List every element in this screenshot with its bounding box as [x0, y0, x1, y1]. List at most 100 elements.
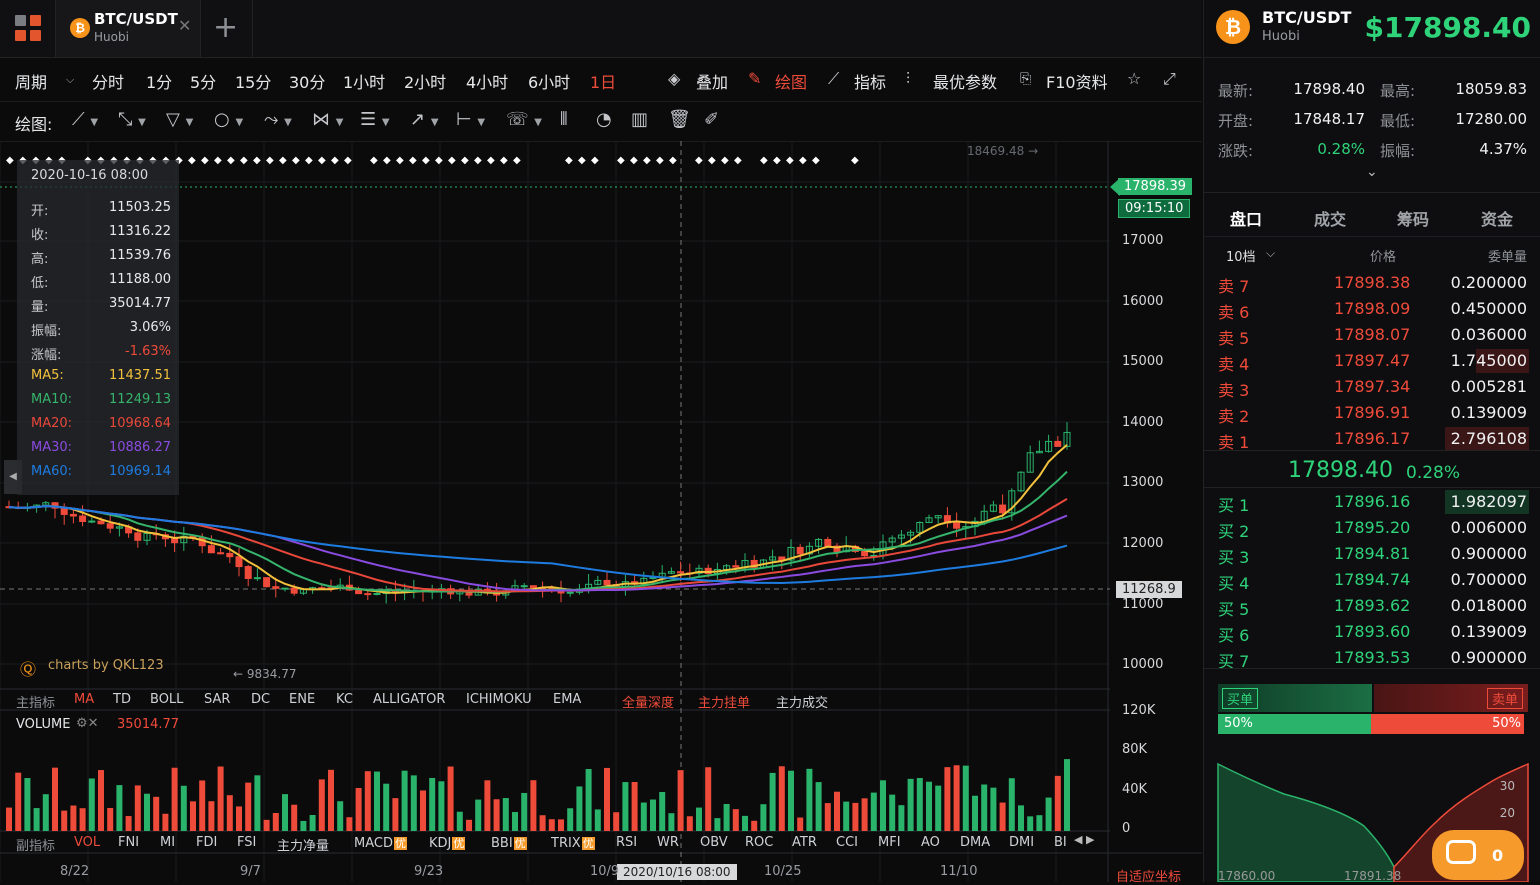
main-indicator-ema[interactable]: EMA — [553, 692, 582, 707]
chevron-down-icon[interactable]: ⌵ — [66, 73, 75, 86]
autoscale-button[interactable]: 自适应坐标 — [1116, 870, 1182, 885]
comment-tool-icon[interactable]: ☏ ▼ — [506, 109, 542, 130]
ask-row[interactable]: 卖 2 17896.91 0.139009 — [1204, 400, 1540, 426]
chevron-down-icon[interactable]: ⌵ — [1266, 246, 1276, 260]
panel-tab[interactable]: 资金 — [1481, 210, 1514, 229]
expand-chevron-icon[interactable]: ⌄ — [1366, 164, 1378, 180]
layout-grid-icon[interactable] — [15, 15, 41, 41]
histogram-tool-icon[interactable]: ▥ — [631, 109, 649, 130]
f10-button[interactable]: F10资料 — [1046, 73, 1108, 92]
main-indicator-ene[interactable]: ENE — [289, 692, 316, 707]
bars-tool-icon[interactable]: ⫴ — [560, 109, 568, 130]
bid-row[interactable]: 买 7 17893.53 0.900000 — [1204, 645, 1540, 671]
bid-row[interactable]: 买 5 17893.62 0.018000 — [1204, 593, 1540, 619]
ask-row[interactable]: 卖 6 17898.09 0.450000 — [1204, 296, 1540, 322]
sub-indicator-item[interactable]: FNI — [118, 835, 139, 850]
sub-indicator-item[interactable]: MACD 优 — [354, 835, 407, 851]
period-item-active[interactable]: 1日 — [590, 73, 617, 92]
period-item[interactable]: 15分 — [235, 73, 272, 92]
document-icon[interactable]: ⎘ — [1020, 71, 1032, 87]
sub-indicator-item[interactable]: DMI — [1009, 835, 1034, 850]
ray-tool-icon[interactable]: ⤡ ▼ — [118, 109, 146, 130]
sliders-icon[interactable]: ⫶ — [906, 69, 911, 88]
ask-row[interactable]: 卖 4 17897.47 1.745000 — [1204, 348, 1540, 374]
sub-indicator-item[interactable]: FDI — [196, 835, 217, 850]
bid-row[interactable]: 买 1 17896.16 1.982097 — [1204, 489, 1540, 515]
overlay-button[interactable]: 叠加 — [696, 73, 729, 92]
layers-icon[interactable]: ◈ — [668, 69, 681, 88]
bid-row[interactable]: 买 3 17894.81 0.900000 — [1204, 541, 1540, 567]
close-tab-icon[interactable]: ✕ — [178, 16, 192, 35]
tab-btc-usdt[interactable]: ₿ BTC/USDT Huobi ✕ — [55, 0, 201, 57]
candlestick-chart[interactable]: ◆ ◆ ◆ ◆ ◆ ◆ ◆ ◆ ◆ ◆ ◆ ◆ ◆ ◆ ◆ ◆ ◆ ◆ ◆ ◆ ◆ ◆ ◆ ◆ ◆ ◆ ◆ ◆ ◆ ◆ ◆ ◆ ◆ ◆ ◆ ◆ ◆ ◆ ◆ ◆… — [0, 141, 1202, 882]
ask-row[interactable]: 卖 1 17896.17 2.796108 — [1204, 426, 1540, 452]
scroll-arrows-icon[interactable]: ◀ ▶ — [1074, 833, 1095, 846]
sub-indicator-item[interactable]: MFI — [878, 835, 901, 850]
sub-indicator-item[interactable]: KDJ 优 — [429, 835, 466, 851]
bid-row[interactable]: 买 6 17893.60 0.139009 — [1204, 619, 1540, 645]
chart-area[interactable]: ◆ ◆ ◆ ◆ ◆ ◆ ◆ ◆ ◆ ◆ ◆ ◆ ◆ ◆ ◆ ◆ ◆ ◆ ◆ ◆ ◆ ◆ ◆ ◆ ◆ ◆ ◆ ◆ ◆ ◆ ◆ ◆ ◆ ◆ ◆ ◆ ◆ ◆ ◆ ◆… — [0, 141, 1202, 882]
pencil-icon[interactable]: ✎ — [748, 69, 762, 88]
period-label[interactable]: 周期 — [15, 73, 48, 92]
trash-icon[interactable]: 🗑 — [668, 109, 691, 130]
sub-indicator-item[interactable]: 主力净量 — [277, 835, 329, 854]
panel-tab[interactable]: 盘口 — [1230, 210, 1263, 229]
indicator-button[interactable]: 指标 — [854, 73, 887, 92]
panel-tab[interactable]: 筹码 — [1397, 210, 1430, 229]
sub-indicator-item[interactable]: BI — [1054, 835, 1067, 850]
eraser-icon[interactable]: ✐ — [704, 109, 720, 130]
sub-indicator-item[interactable]: ATR — [792, 835, 817, 850]
period-item[interactable]: 2小时 — [404, 73, 447, 92]
main-indicator-alligator[interactable]: ALLIGATOR — [373, 692, 446, 707]
circle-tool-icon[interactable]: ○ ▼ — [214, 109, 244, 130]
main-indicator-ma[interactable]: MA — [74, 692, 95, 707]
sub-indicator-item[interactable]: CCI — [836, 835, 858, 850]
channel-tool-icon[interactable]: ▽ ▼ — [166, 109, 194, 130]
sub-indicator-item[interactable]: BBI 优 — [491, 835, 527, 851]
main-indicator-ichimoku[interactable]: ICHIMOKU — [466, 692, 532, 707]
panel-tab[interactable]: 成交 — [1314, 210, 1347, 229]
fullscreen-icon[interactable]: ⤢ — [1163, 69, 1176, 88]
sub-indicator-item[interactable]: RSI — [616, 835, 637, 850]
ask-row[interactable]: 卖 5 17898.07 0.036000 — [1204, 322, 1540, 348]
main-indicator-label[interactable]: 主指标 — [16, 696, 56, 711]
best-params-button[interactable]: 最优参数 — [933, 73, 998, 92]
sub-indicator-item[interactable]: VOL — [74, 835, 100, 850]
settings-icon[interactable]: ⚙✕ — [76, 716, 99, 731]
arrow-tool-icon[interactable]: ↗ ▼ — [410, 109, 439, 130]
sub-indicator-item[interactable]: OBV — [700, 835, 728, 850]
main-indicator-sar[interactable]: SAR — [204, 692, 231, 707]
chat-button[interactable]: 0 — [1432, 830, 1524, 880]
sub-indicator-item[interactable]: ROC — [745, 835, 773, 850]
pattern-tool-icon[interactable]: ⋈ ▼ — [312, 109, 344, 130]
fib-tool-icon[interactable]: ☰ ▼ — [360, 109, 390, 130]
period-item[interactable]: 6小时 — [528, 73, 571, 92]
draw-button[interactable]: 绘图 — [775, 73, 808, 92]
main-indicator-td[interactable]: TD — [113, 692, 131, 707]
main-extra-item[interactable]: 主力挂单 — [698, 696, 751, 711]
indicator-icon[interactable]: ⟋ — [828, 69, 840, 88]
sub-indicator-item[interactable]: WR — [657, 835, 679, 850]
add-tab-icon[interactable]: + — [213, 10, 239, 45]
depth-select[interactable]: 10档 — [1226, 250, 1256, 265]
period-item[interactable]: 1小时 — [343, 73, 386, 92]
main-extra-item[interactable]: 全量深度 — [622, 696, 675, 711]
sub-indicator-item[interactable]: TRIX 优 — [551, 835, 595, 851]
main-indicator-boll[interactable]: BOLL — [150, 692, 184, 707]
period-item[interactable]: 30分 — [289, 73, 326, 92]
main-extra-item[interactable]: 主力成交 — [776, 696, 829, 711]
ask-row[interactable]: 卖 7 17898.38 0.200000 — [1204, 270, 1540, 296]
main-indicator-dc[interactable]: DC — [251, 692, 271, 707]
period-item[interactable]: 分时 — [92, 73, 125, 92]
wave-tool-icon[interactable]: ⤳ ▼ — [264, 109, 292, 130]
sub-indicator-item[interactable]: MI — [160, 835, 175, 850]
period-item[interactable]: 5分 — [190, 73, 217, 92]
bid-row[interactable]: 买 4 17894.74 0.700000 — [1204, 567, 1540, 593]
line-tool-icon[interactable]: ⟋ ▼ — [72, 109, 99, 130]
main-indicator-kc[interactable]: KC — [336, 692, 353, 707]
sub-indicator-item[interactable]: FSI — [237, 835, 256, 850]
sub-indicator-item[interactable]: AO — [921, 835, 940, 850]
chart-tool-icon[interactable]: ◔ — [596, 109, 612, 130]
star-icon[interactable]: ☆ — [1127, 69, 1142, 88]
period-item[interactable]: 4小时 — [466, 73, 509, 92]
